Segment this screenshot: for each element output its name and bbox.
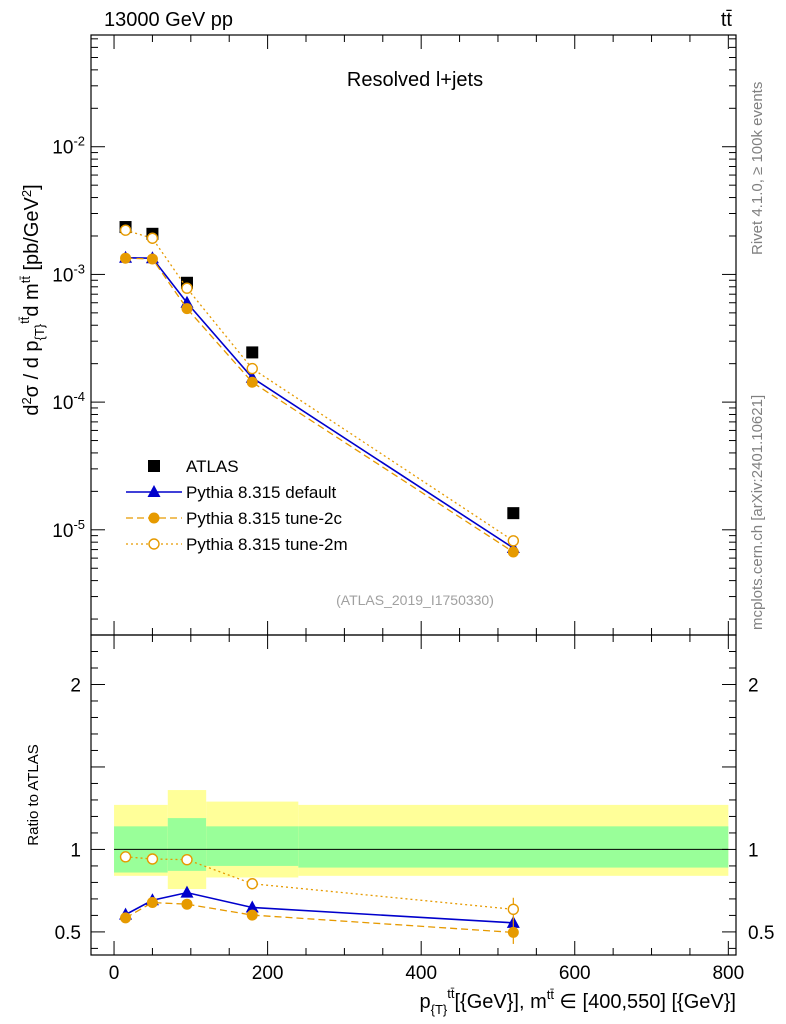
y-tick-label: 10-3 <box>52 261 85 286</box>
uncertainty-band-inner <box>298 826 729 868</box>
ratio-point <box>246 909 258 921</box>
data-point <box>181 303 193 315</box>
ratio-point <box>181 853 193 866</box>
main-title: Resolved l+jets <box>347 69 483 91</box>
x-tick-label: 200 <box>252 963 284 984</box>
y-tick-label: 10-5 <box>52 517 85 542</box>
y-tick-label: 10-2 <box>52 134 85 159</box>
data-point <box>181 282 193 294</box>
ratio-point <box>146 853 159 865</box>
ratio-y-axis-label: Ratio to ATLAS <box>25 744 42 845</box>
ratio-point <box>120 912 132 924</box>
data-point <box>507 546 519 558</box>
legend-entry-label: Pythia 8.315 tune-2c <box>186 509 342 528</box>
legend-marker <box>148 460 160 472</box>
ratio-y-tick-label: 0.5 <box>55 923 81 944</box>
series-line <box>125 229 514 542</box>
ratio-y-tick-label: 2 <box>70 675 81 696</box>
y-tick-label: 10-4 <box>52 389 85 414</box>
ratio-y-tick-label: 1 <box>748 840 759 861</box>
main-panel: 10-5 10-4 10-3 10-2 ATLAS Pythia 8.315 defaul… <box>52 34 737 636</box>
source-label: mcplots.cern.ch [arXiv:2401.10621] <box>749 395 766 630</box>
data-point <box>246 376 258 388</box>
x-tick-label: 800 <box>712 963 744 984</box>
data-point <box>120 252 132 264</box>
data-point <box>119 224 132 236</box>
ratio-point <box>507 926 519 938</box>
ratio-plot-frame <box>90 634 737 956</box>
series-line <box>125 257 514 553</box>
data-point <box>507 535 520 547</box>
data-point <box>246 346 259 359</box>
ratio-point <box>119 851 132 863</box>
x-tick-label: 400 <box>405 963 437 984</box>
x-tick-label: 600 <box>559 963 591 984</box>
ratio-point <box>507 903 520 916</box>
legend-marker <box>147 485 161 497</box>
data-point <box>246 362 258 375</box>
rivet-version-label: Rivet 4.1.0, ≥ 100k events <box>749 82 766 255</box>
data-point <box>507 507 520 520</box>
ratio-point <box>146 897 158 909</box>
ratio-point <box>246 878 258 890</box>
x-tick-label: 0 <box>109 963 120 984</box>
ratio-point <box>181 898 193 910</box>
process-label: tt̄ <box>721 9 733 31</box>
series-line <box>125 256 514 549</box>
ratio-point <box>245 900 259 913</box>
data-point <box>146 253 158 265</box>
legend-marker <box>148 512 160 524</box>
uncertainty-band-inner <box>206 826 299 866</box>
analysis-id-label: (ATLAS_2019_I1750330) <box>336 592 494 608</box>
ratio-point <box>180 885 194 898</box>
x-axis-label: p{T}tt̄[{GeV}], mtt̄ ∈ [400,550] [{GeV}] <box>420 986 736 1017</box>
legend-entry-label: Pythia 8.315 tune-2m <box>186 535 348 554</box>
data-point <box>146 232 159 244</box>
energy-label: 13000 GeV pp <box>104 9 233 31</box>
legend-entry-label: Pythia 8.315 default <box>186 483 337 502</box>
legend-entry-label: ATLAS <box>186 457 239 476</box>
ratio-y-tick-label: 0.5 <box>748 923 774 944</box>
ratio-y-tick-label: 2 <box>748 675 759 696</box>
legend-marker <box>148 538 160 550</box>
ratio-y-tick-label: 1 <box>70 840 81 861</box>
main-y-axis-label: d2σ / d p{T}tt̄d mtt̄ [pb/GeV2] <box>17 184 47 415</box>
